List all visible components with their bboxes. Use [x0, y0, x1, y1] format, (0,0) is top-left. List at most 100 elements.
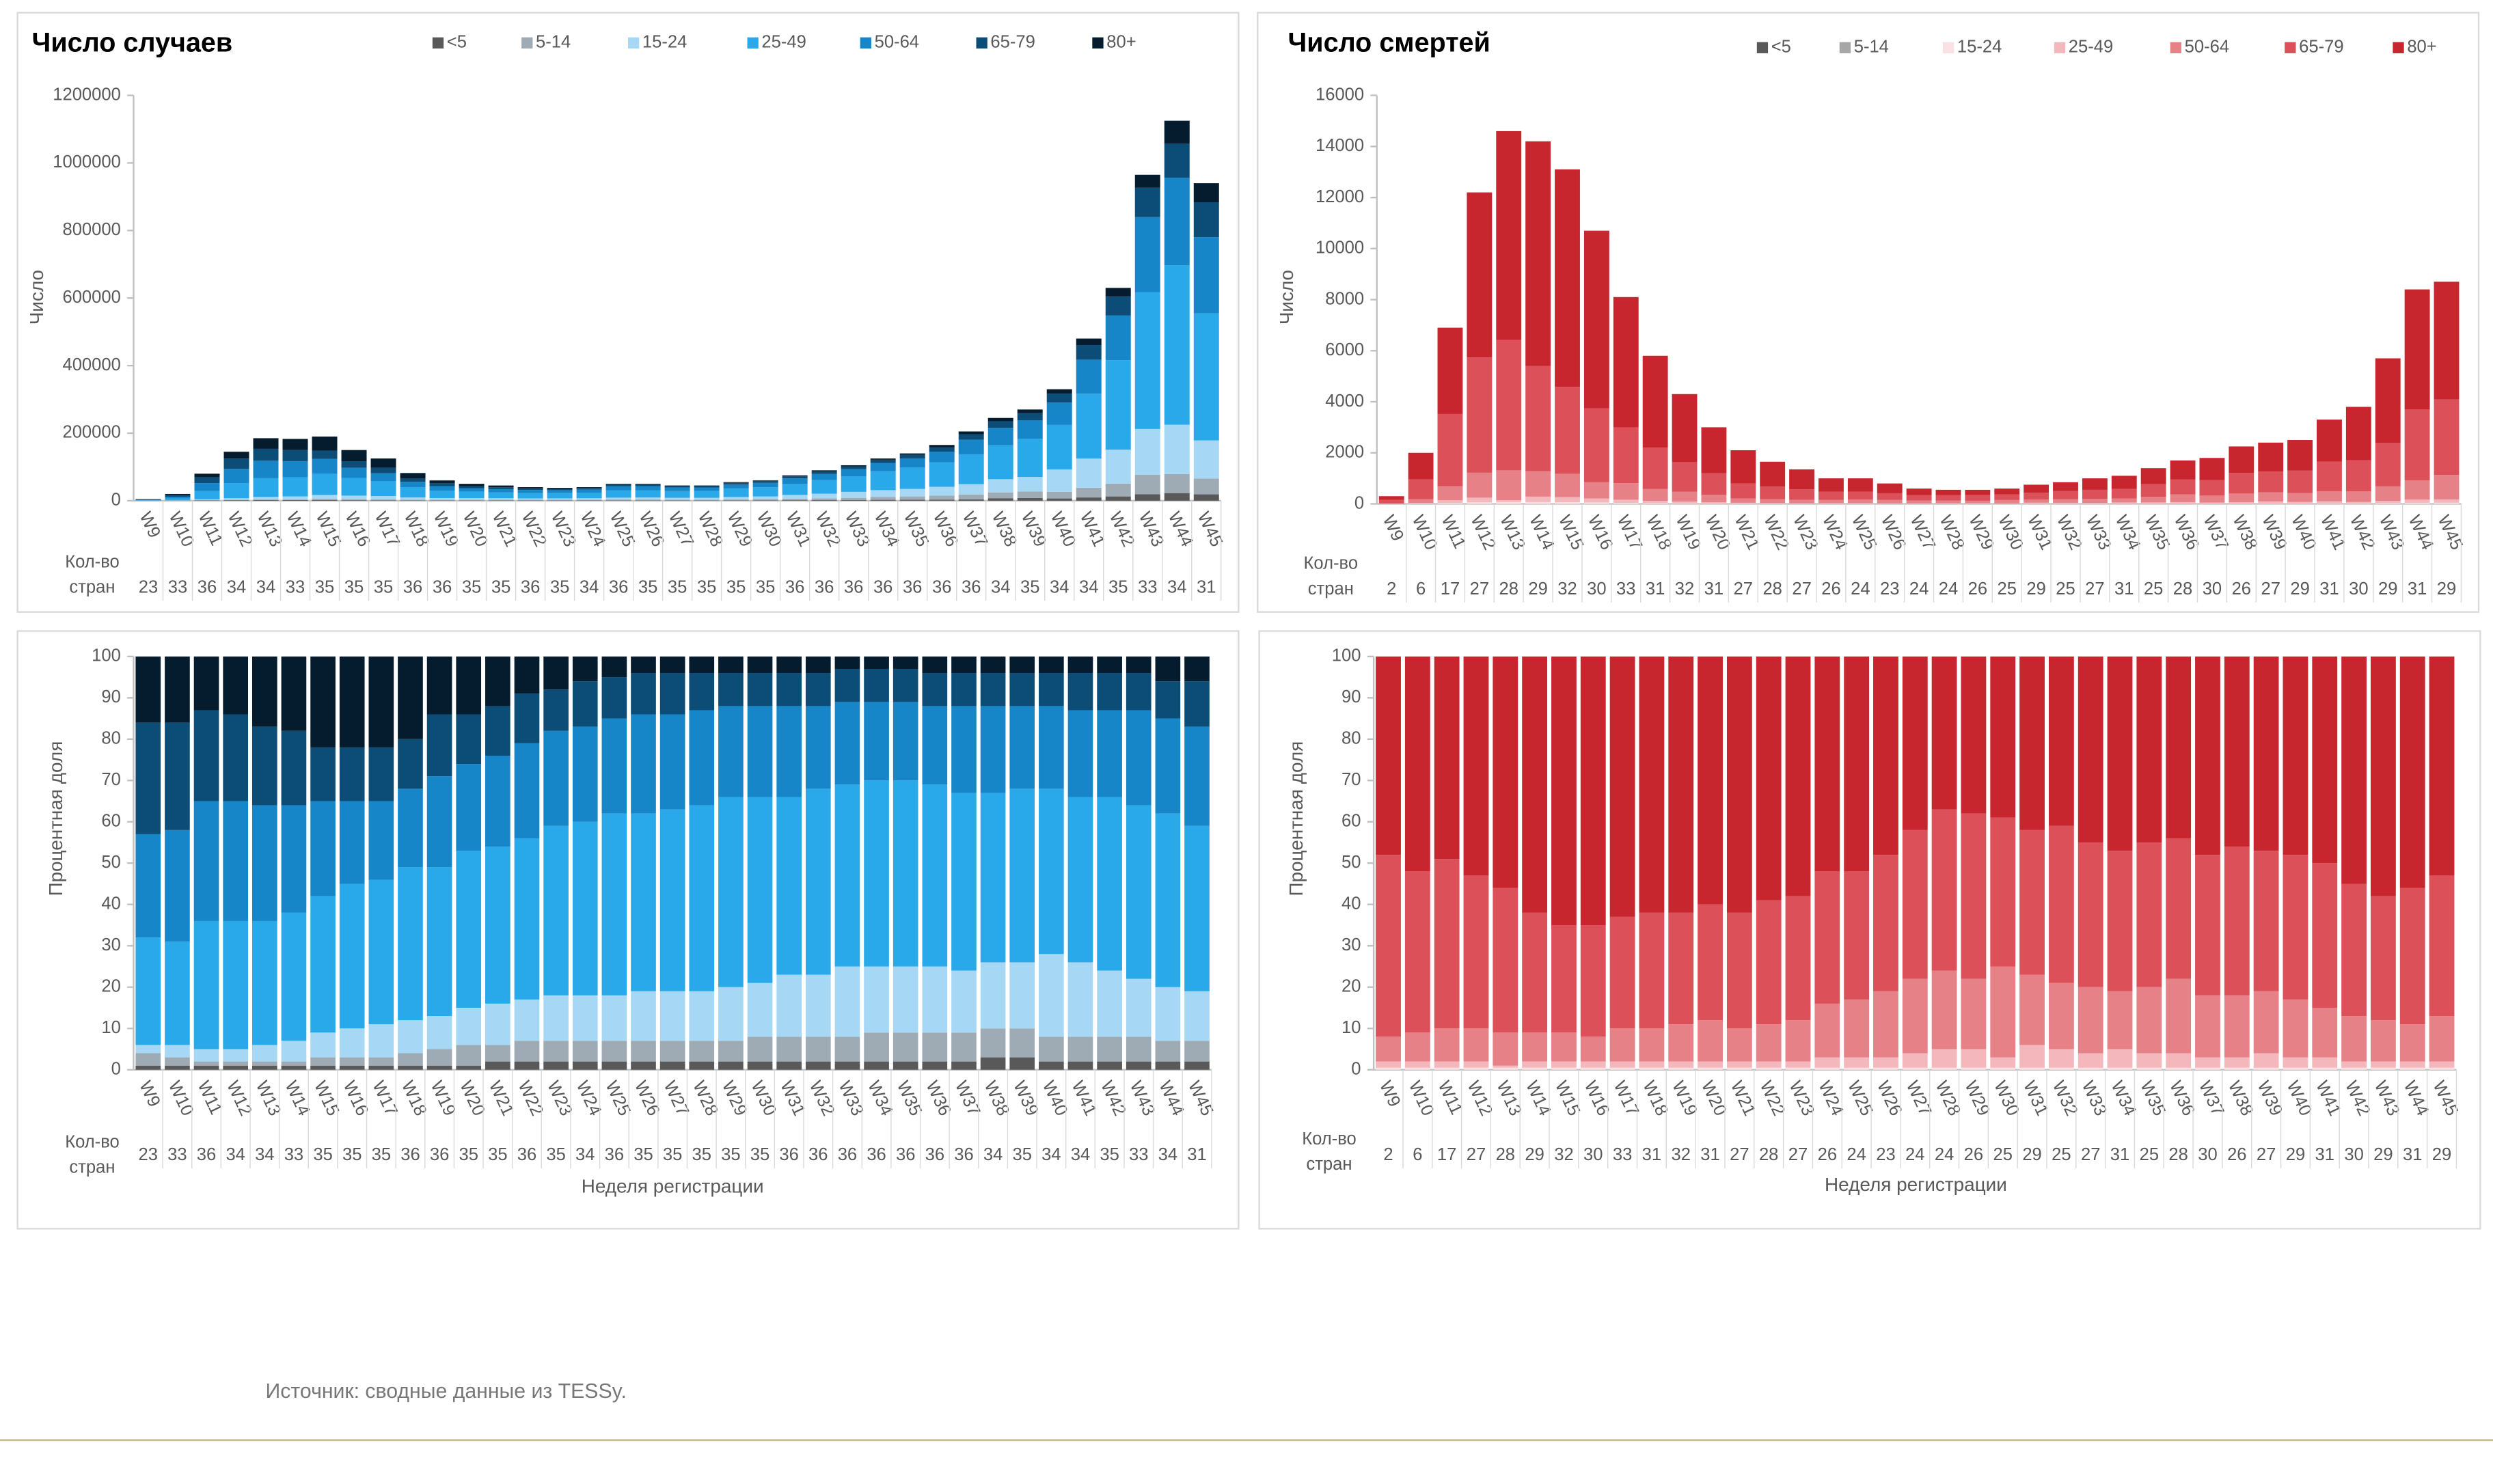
bar-segment — [135, 500, 161, 501]
legend-swatch — [521, 37, 533, 49]
bar-segment — [2258, 442, 2284, 471]
source-note: Источник: сводные данные из TESSy. — [266, 1380, 627, 1403]
bar-segment — [1814, 871, 1840, 1004]
bar-segment — [752, 487, 778, 497]
bar-segment — [1522, 1032, 1548, 1062]
bar-segment — [282, 477, 308, 497]
bar-segment — [1726, 1061, 1752, 1068]
bar-segment — [1668, 1061, 1694, 1068]
bar-segment — [2345, 491, 2371, 502]
bar-segment — [251, 726, 277, 806]
bar-segment — [1067, 962, 1093, 1037]
bar-segment — [752, 499, 778, 501]
country-count: 36 — [962, 578, 981, 597]
bar-segment — [1789, 469, 1815, 490]
bar-segment — [1155, 656, 1181, 682]
bar-segment — [841, 497, 867, 500]
bar-segment — [341, 450, 367, 461]
bar-segment — [398, 1065, 423, 1070]
bar-segment — [1965, 500, 1991, 504]
bar-segment — [1097, 1036, 1122, 1062]
bar-segment — [1931, 656, 1957, 810]
bar-segment — [1076, 359, 1102, 394]
bar-segment — [223, 458, 249, 469]
bar-segment — [776, 974, 802, 1037]
country-count: 36 — [838, 1145, 857, 1164]
bar-segment — [2317, 420, 2342, 462]
bar-segment — [605, 490, 631, 498]
bar-segment — [929, 499, 955, 501]
bar-segment — [1730, 450, 1756, 484]
bar-segment — [2199, 502, 2225, 504]
bar-segment — [2224, 995, 2250, 1058]
bar-segment — [1609, 1028, 1635, 1062]
bar-segment — [1184, 656, 1210, 682]
country-count: 35 — [756, 578, 775, 597]
country-label: Кол-во — [1304, 554, 1359, 573]
bar-segment — [2140, 468, 2166, 484]
country-count: 36 — [867, 1145, 886, 1164]
bar-segment — [576, 488, 602, 490]
bar-segment — [1698, 656, 1723, 905]
country-count: 29 — [2378, 579, 2397, 599]
bar-segment — [2404, 289, 2430, 410]
country-count: 27 — [1734, 579, 1753, 599]
bar-segment — [1931, 809, 1957, 971]
y-tick-label: 30 — [101, 935, 120, 954]
bar-segment — [2429, 1061, 2455, 1068]
bar-segment — [2199, 458, 2225, 480]
bar-segment — [1467, 502, 1493, 504]
bar-segment — [485, 756, 510, 847]
bar-segment — [370, 481, 396, 497]
bar-segment — [752, 481, 778, 483]
bar-segment — [1164, 424, 1190, 474]
country-count: 35 — [344, 578, 364, 597]
bar-segment — [1701, 473, 1727, 495]
bar-segment — [1404, 1067, 1430, 1070]
y-tick-label: 100 — [92, 646, 121, 665]
bar-segment — [841, 491, 867, 498]
bar-segment — [864, 966, 889, 1033]
bar-segment — [2283, 656, 2308, 855]
y-tick-label: 0 — [1354, 493, 1364, 512]
bar-segment — [426, 656, 452, 715]
bar-segment — [2375, 442, 2401, 486]
bar-segment — [922, 673, 948, 706]
bar-segment — [1463, 1061, 1489, 1068]
bar-segment — [253, 461, 279, 478]
bar-segment — [368, 879, 394, 1025]
bar-segment — [2111, 502, 2137, 504]
country-count: 36 — [609, 578, 628, 597]
bar-segment — [1378, 499, 1404, 504]
bar-segment — [370, 467, 396, 473]
bar-segment — [1155, 987, 1181, 1041]
bar-segment — [2019, 1067, 2045, 1070]
bar-segment — [368, 1057, 394, 1066]
bar-segment — [2312, 656, 2338, 864]
bar-segment — [517, 490, 543, 493]
bar-segment — [1785, 1020, 1811, 1062]
country-count: 34 — [226, 1145, 245, 1164]
country-count: 36 — [808, 1145, 828, 1164]
y-tick-label: 16000 — [1316, 85, 1364, 104]
bar-segment — [1935, 489, 1961, 495]
bar-segment — [2136, 842, 2162, 987]
country-count: 28 — [2168, 1145, 2188, 1164]
bar-segment — [282, 439, 308, 450]
bar-segment — [282, 499, 308, 501]
bar-segment — [605, 486, 631, 491]
bar-segment — [1583, 230, 1609, 409]
bar-segment — [601, 1061, 627, 1070]
bar-segment — [193, 710, 219, 801]
bar-segment — [1639, 912, 1665, 1029]
bar-segment — [987, 421, 1013, 428]
bar-segment — [2024, 493, 2049, 500]
bar-segment — [223, 1061, 249, 1066]
bar-segment — [1408, 499, 1434, 503]
legend-swatch — [1756, 42, 1769, 53]
bar-segment — [723, 484, 749, 489]
bar-segment — [1935, 495, 1961, 501]
bar-segment — [1902, 1067, 1928, 1070]
bar-segment — [2111, 498, 2137, 503]
bar-segment — [980, 1028, 1006, 1058]
